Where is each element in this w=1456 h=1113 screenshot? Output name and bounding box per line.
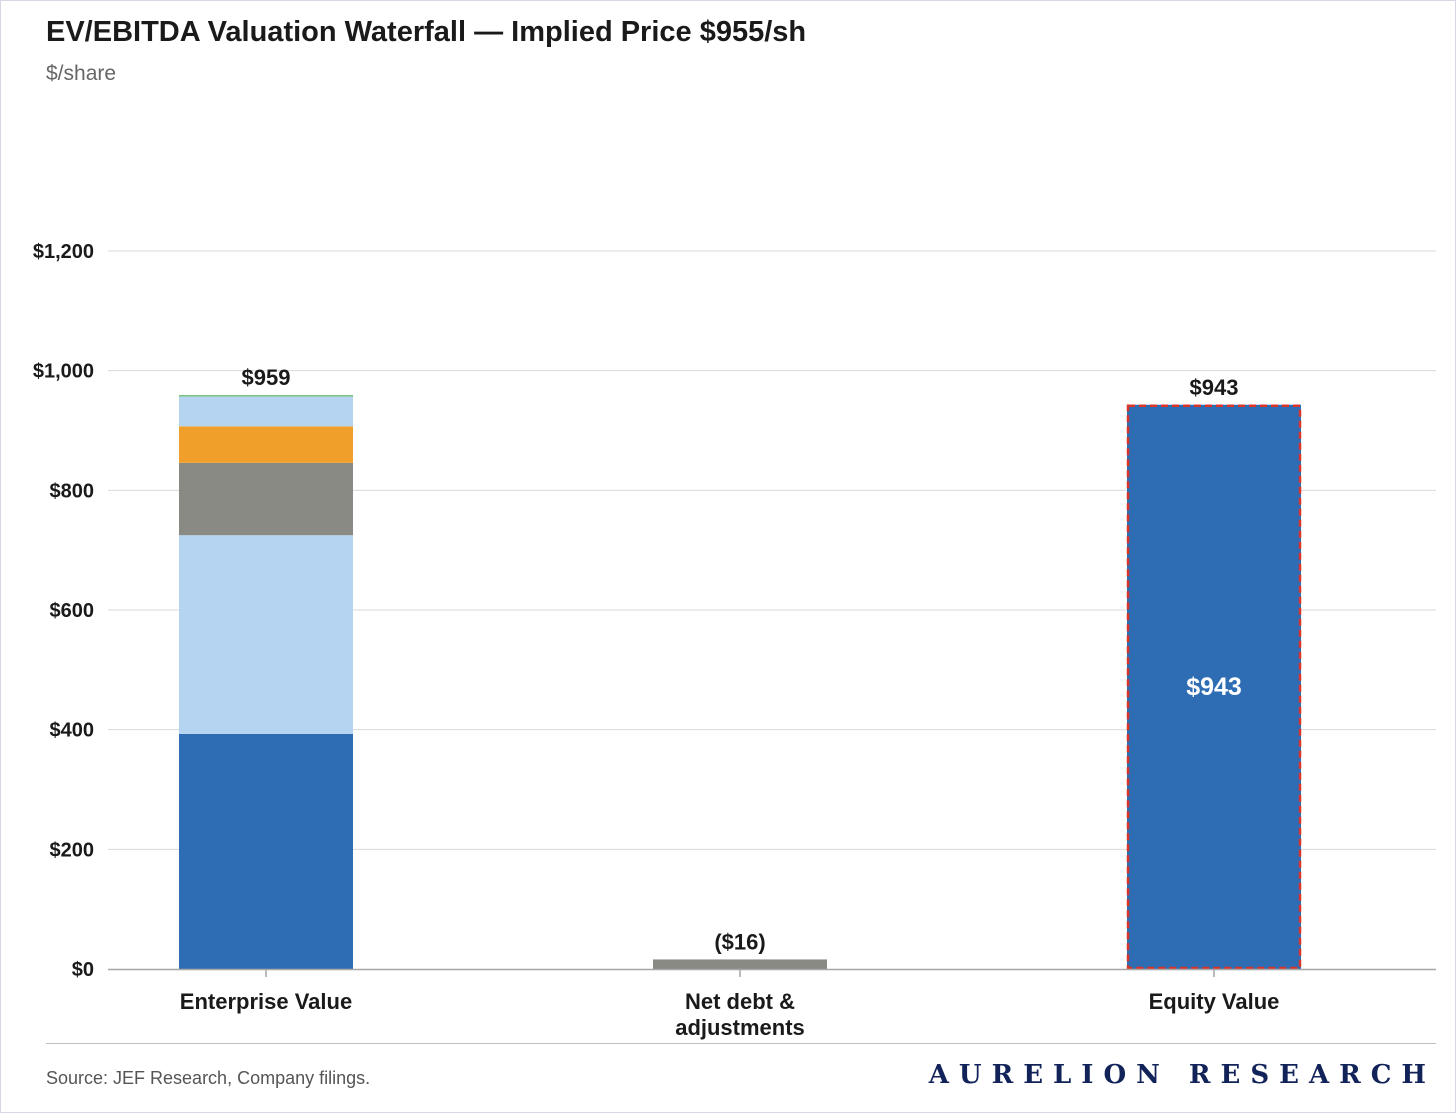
bar-segment	[179, 396, 353, 427]
y-tick-label: $200	[50, 839, 95, 861]
bars	[179, 395, 1302, 970]
y-tick-label: $600	[50, 600, 95, 622]
bar-total-label: $959	[242, 365, 291, 390]
bar-segment	[653, 959, 827, 969]
brand-logo: AURELION RESEARCH	[928, 1060, 1436, 1090]
bar-segment	[1127, 404, 1301, 969]
x-tick-label: Enterprise Value	[180, 989, 352, 1014]
data-labels: $959 ($16) $943 $943	[242, 365, 1242, 954]
bar-segment	[179, 426, 353, 463]
highlight-border	[1126, 404, 1302, 970]
y-tick-label: $800	[50, 480, 95, 502]
y-axis-ticks: $0 $200 $400 $600 $800 $1,000 $1,200	[33, 241, 94, 981]
x-tick-label: adjustments	[675, 1015, 805, 1040]
bar-segment	[179, 462, 353, 536]
x-tick-label: Equity Value	[1149, 989, 1280, 1014]
y-tick-label: $400	[50, 720, 95, 742]
bar-total-label: $943	[1190, 375, 1239, 400]
bar-segment	[179, 395, 353, 397]
footer-divider	[46, 1043, 1436, 1044]
source-note: Source: JEF Research, Company filings.	[46, 1068, 371, 1088]
y-tick-label: $1,000	[33, 361, 94, 383]
bar-total-label: ($16)	[714, 929, 765, 954]
bar-inner-label: $943	[1186, 673, 1242, 701]
chart-title: EV/EBITDA Valuation Waterfall — Implied …	[46, 16, 807, 48]
y-tick-label: $0	[72, 959, 94, 981]
x-axis-ticks: Enterprise Value Net debt &adjustments Equ…	[180, 969, 1280, 1040]
bar-segment	[179, 733, 353, 969]
chart-subtitle: $/share	[46, 62, 117, 85]
x-tick-label: Net debt &	[685, 989, 795, 1014]
y-tick-label: $1,200	[33, 241, 94, 263]
bar-segment	[179, 535, 353, 734]
